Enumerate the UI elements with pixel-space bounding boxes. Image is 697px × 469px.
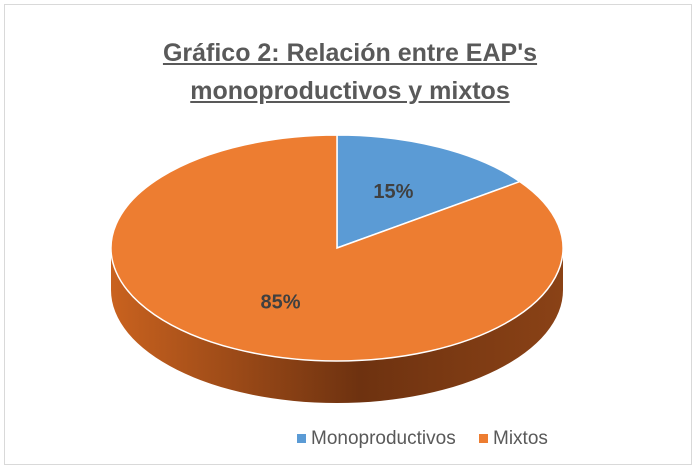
pie-slice xyxy=(336,134,522,250)
data-label: 15% xyxy=(373,181,413,203)
pie-slice xyxy=(110,134,564,362)
chart-title: Gráfico 2: Relación entre EAP's monoprod… xyxy=(162,39,538,105)
pie-side xyxy=(111,248,563,403)
chart-frame xyxy=(4,4,692,465)
legend-label: Monoproductivos xyxy=(311,428,456,449)
legend-swatch xyxy=(479,434,488,443)
legend-label: Mixtos xyxy=(493,428,548,449)
data-label: 85% xyxy=(261,292,301,314)
legend-swatch xyxy=(297,434,306,443)
